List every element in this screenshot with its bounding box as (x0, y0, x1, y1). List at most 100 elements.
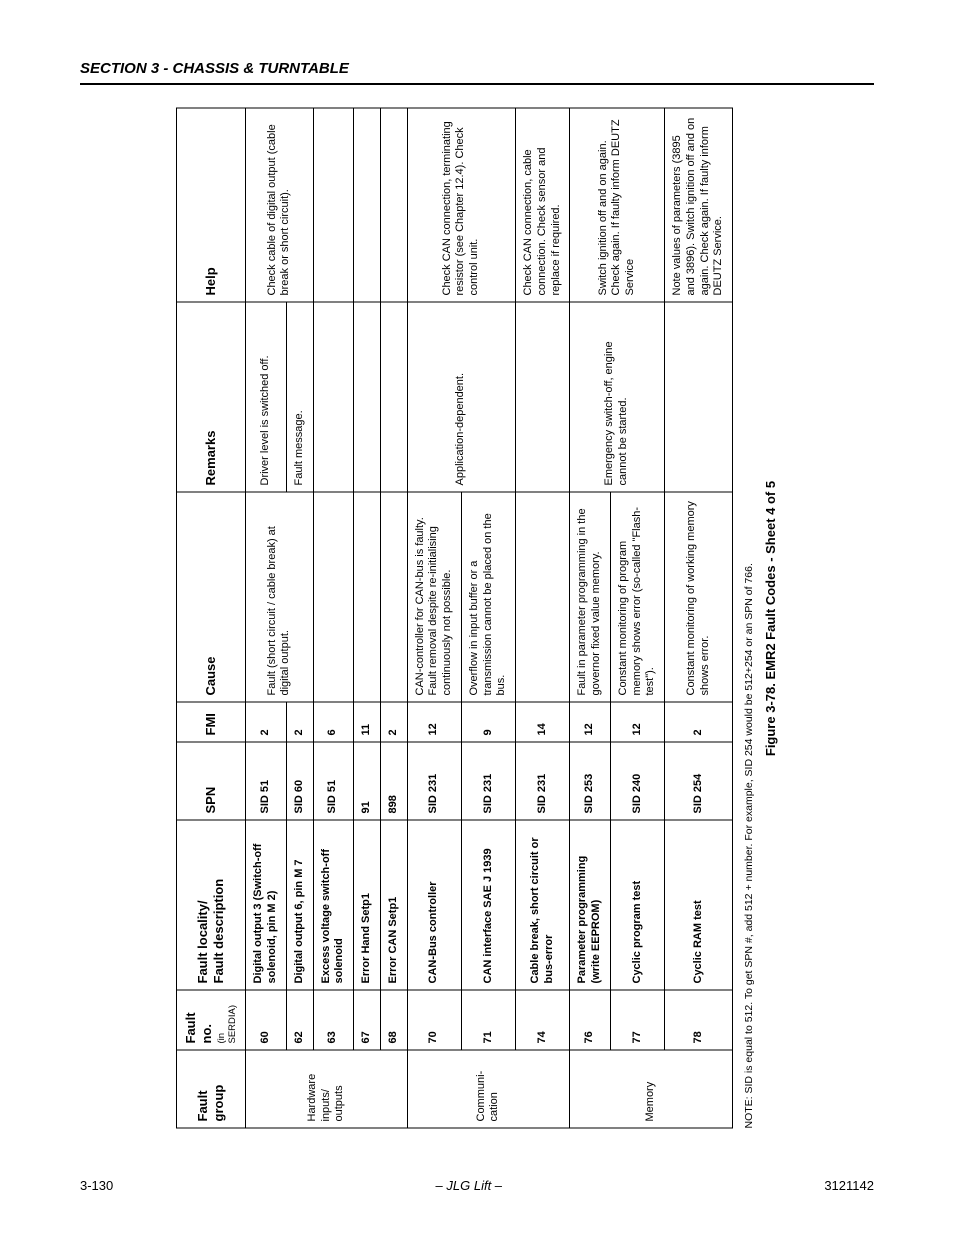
fault-spn: SID 231 (461, 742, 515, 820)
fault-no: 74 (516, 990, 570, 1050)
fault-remarks: Fault message. (286, 302, 313, 492)
group-hardware: Hardware inputs/ outputs (246, 1050, 407, 1128)
fault-fmi: 6 (313, 702, 354, 742)
fault-desc: Error Hand Setp1 (354, 820, 381, 990)
fault-fmi: 12 (570, 702, 611, 742)
table-row: Communi- cation 70 CAN-Bus controller SI… (407, 108, 461, 1128)
fault-fmi: 2 (665, 702, 733, 742)
table-row: 63 Excess voltage switch-off solenoid SI… (313, 108, 354, 1128)
col-fmi: FMI (177, 702, 246, 742)
fault-desc: CAN-Bus controller (407, 820, 461, 990)
fault-help: Note values of parameters (3895 and 3896… (665, 108, 733, 302)
fault-spn: SID 253 (570, 742, 611, 820)
note-line: NOTE: SID is equal to 512. To get SPN #,… (743, 108, 755, 1128)
notes-block: NOTE: SID is equal to 512. To get SPN #,… (743, 108, 778, 1128)
fault-help: Switch ignition off and on again. Check … (570, 108, 665, 302)
fault-remarks (380, 302, 407, 492)
fault-table: Fault group Fault no. (in SERDIA) Fault … (176, 107, 733, 1128)
section-header: SECTION 3 - CHASSIS & TURNTABLE (80, 60, 874, 85)
fault-cause: CAN-controller for CAN-bus is faulty. Fa… (407, 492, 461, 702)
fault-remarks (516, 302, 570, 492)
fault-no: 63 (313, 990, 354, 1050)
fault-spn: SID 231 (516, 742, 570, 820)
footer-left: 3-130 (80, 1178, 113, 1193)
fault-fmi: 12 (610, 702, 664, 742)
fault-help: Check cable of digital output (cable bre… (246, 108, 313, 302)
fault-no: 77 (610, 990, 664, 1050)
fault-spn: SID 231 (407, 742, 461, 820)
col-desc: Fault locality/ Fault description (177, 820, 246, 990)
fault-spn: SID 51 (313, 742, 354, 820)
page-footer: 3-130 – JLG Lift – 3121142 (80, 1178, 874, 1193)
fault-remarks: Driver level is switched off. (246, 302, 287, 492)
col-no-label: Fault no. (183, 1012, 214, 1043)
fault-no: 67 (354, 990, 381, 1050)
fault-fmi: 2 (246, 702, 287, 742)
fault-cause (313, 492, 354, 702)
footer-right: 3121142 (824, 1178, 874, 1193)
col-no-sub: (in SERDIA) (216, 996, 240, 1043)
table-header-row: Fault group Fault no. (in SERDIA) Fault … (177, 108, 246, 1128)
fault-help (354, 108, 381, 302)
fault-desc: Parameter programming (write EEPROM) (570, 820, 611, 990)
table-row: 68 Error CAN Setp1 898 2 (380, 108, 407, 1128)
fault-cause (354, 492, 381, 702)
col-remarks: Remarks (177, 302, 246, 492)
col-cause: Cause (177, 492, 246, 702)
fault-fmi: 11 (354, 702, 381, 742)
fault-fmi: 12 (407, 702, 461, 742)
fault-remarks (313, 302, 354, 492)
fault-remarks (665, 302, 733, 492)
fault-no: 60 (246, 990, 287, 1050)
group-communication: Communi- cation (407, 1050, 570, 1128)
fault-desc: Digital output 3 (Switch-off solenoid, p… (246, 820, 287, 990)
fault-fmi: 9 (461, 702, 515, 742)
fault-help: Check CAN connection, terminating resist… (407, 108, 516, 302)
fault-cause: Overflow in input buffer or a transmissi… (461, 492, 515, 702)
table-row: 78 Cyclic RAM test SID 254 2 Constant mo… (665, 108, 733, 1128)
fault-spn: SID 60 (286, 742, 313, 820)
fault-cause (516, 492, 570, 702)
col-group: Fault group (177, 1050, 246, 1128)
fault-desc: Cyclic RAM test (665, 820, 733, 990)
fault-desc: Error CAN Setp1 (380, 820, 407, 990)
fault-no: 78 (665, 990, 733, 1050)
fault-desc: Cyclic program test (610, 820, 664, 990)
fault-cause: Constant monitoring of program memory sh… (610, 492, 664, 702)
col-no: Fault no. (in SERDIA) (177, 990, 246, 1050)
fault-spn: 898 (380, 742, 407, 820)
fault-spn: SID 240 (610, 742, 664, 820)
col-help: Help (177, 108, 246, 302)
fault-cause: Fault in parameter programming in the go… (570, 492, 611, 702)
footer-mid: – JLG Lift – (436, 1178, 502, 1193)
fault-remarks: Emergency switch-off, engine cannot be s… (570, 302, 665, 492)
fault-fmi: 2 (380, 702, 407, 742)
fault-desc: Cable break, short circuit or bus-error (516, 820, 570, 990)
fault-desc: Digital output 6, pin M 7 (286, 820, 313, 990)
fault-cause (380, 492, 407, 702)
fault-spn: 91 (354, 742, 381, 820)
fault-no: 70 (407, 990, 461, 1050)
table-container: Fault group Fault no. (in SERDIA) Fault … (176, 107, 778, 1128)
fault-desc: CAN interface SAE J 1939 (461, 820, 515, 990)
fault-no: 68 (380, 990, 407, 1050)
fault-remarks: Application-dependent. (407, 302, 516, 492)
fault-help (313, 108, 354, 302)
fault-help: Check CAN connection, cable connection. … (516, 108, 570, 302)
fault-remarks (354, 302, 381, 492)
group-memory: Memory (570, 1050, 733, 1128)
col-spn: SPN (177, 742, 246, 820)
fault-no: 71 (461, 990, 515, 1050)
table-row: Hardware inputs/ outputs 60 Digital outp… (246, 108, 287, 1128)
table-row: 74 Cable break, short circuit or bus-err… (516, 108, 570, 1128)
fault-no: 62 (286, 990, 313, 1050)
fault-spn: SID 51 (246, 742, 287, 820)
fault-no: 76 (570, 990, 611, 1050)
fault-cause: Fault (short circuit / cable break) at d… (246, 492, 313, 702)
table-row: 67 Error Hand Setp1 91 11 (354, 108, 381, 1128)
fault-help (380, 108, 407, 302)
fault-desc: Excess voltage switch-off solenoid (313, 820, 354, 990)
fault-fmi: 14 (516, 702, 570, 742)
table-row: Memory 76 Parameter programming (write E… (570, 108, 611, 1128)
fault-fmi: 2 (286, 702, 313, 742)
